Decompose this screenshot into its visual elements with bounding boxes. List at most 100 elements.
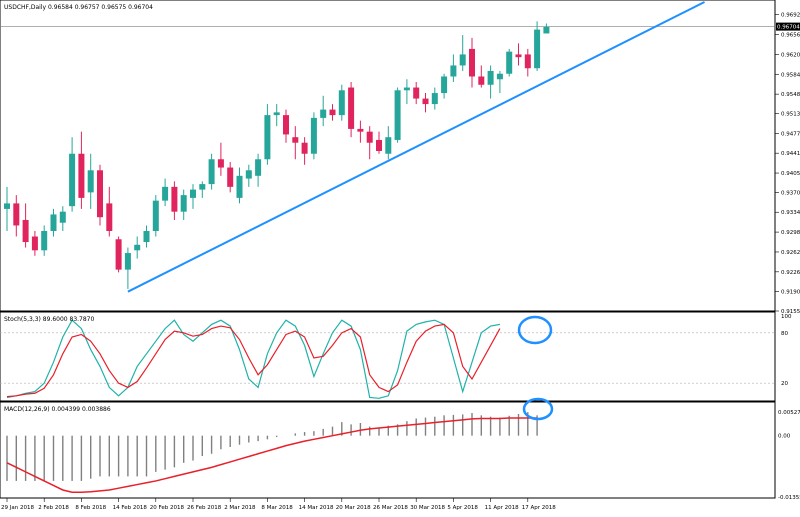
bear-candle xyxy=(357,128,364,132)
stoch-main-line xyxy=(6,319,501,399)
date-tick-label: 8 Mar 2018 xyxy=(261,505,293,511)
bear-candle xyxy=(171,186,178,212)
bull-candle xyxy=(245,170,252,179)
bull-candle xyxy=(543,26,550,34)
bear-candle xyxy=(348,87,355,129)
bull-candle xyxy=(152,200,159,231)
bull-candle xyxy=(450,65,457,77)
bear-candle xyxy=(478,76,485,85)
bear-candle xyxy=(217,159,224,168)
date-tick-label: 20 Mar 2018 xyxy=(336,505,371,511)
macd-pane[interactable] xyxy=(6,397,554,493)
stoch-tick-label: 100 xyxy=(781,314,792,320)
macd-pane-title: MACD(12,26,9) 0.004399 0.003886 xyxy=(4,406,111,413)
bull-candle xyxy=(320,109,327,118)
stoch-tick-label: 20 xyxy=(781,381,788,387)
bull-candle xyxy=(41,230,48,251)
bear-candle xyxy=(292,137,299,143)
date-tick-label: 29 Jan 2018 xyxy=(1,505,34,511)
macd-signal-line xyxy=(6,417,538,493)
date-tick-label: 26 Mar 2018 xyxy=(373,505,408,511)
bear-candle xyxy=(469,48,475,77)
date-tick-label: 2 Mar 2018 xyxy=(224,505,256,511)
bull-candle xyxy=(496,73,503,80)
price-pane[interactable] xyxy=(0,1,775,293)
bear-candle xyxy=(22,219,29,243)
bull-candle xyxy=(208,159,215,185)
stoch-pane-title: Stoch(5,3,3) 89.6000 83.7870 xyxy=(4,316,95,323)
bull-candle xyxy=(273,112,280,116)
bull-candle xyxy=(190,189,196,198)
bull-candle xyxy=(162,186,169,201)
current-price-label: 0.96704 xyxy=(777,25,800,31)
bull-candle xyxy=(255,159,262,176)
date-tick-label: 2 Feb 2018 xyxy=(38,505,69,511)
bull-candle xyxy=(431,93,438,105)
date-tick-label: 30 Mar 2018 xyxy=(410,505,445,511)
bear-candle xyxy=(78,153,85,198)
bull-candle xyxy=(143,230,150,243)
bear-candle xyxy=(283,115,289,135)
bull-candle xyxy=(236,175,243,198)
bear-candle xyxy=(227,167,234,187)
bull-candle xyxy=(506,51,513,74)
date-tick-label: 5 Apr 2018 xyxy=(447,505,478,511)
macd-tick-label: 0.005273 xyxy=(778,410,800,416)
bull-candle xyxy=(69,153,76,207)
bear-candle xyxy=(31,236,38,251)
price-pane-title: USDCHF,Daily 0.96584 0.96757 0.96575 0.9… xyxy=(4,4,153,11)
date-tick-label: 26 Feb 2018 xyxy=(187,505,222,511)
support-trendline xyxy=(127,1,705,293)
stoch-signal-line xyxy=(6,323,501,398)
bull-candle xyxy=(124,253,131,270)
macd-highlight-circle xyxy=(522,397,554,421)
bull-candle xyxy=(264,115,271,160)
bull-candle xyxy=(394,90,401,140)
date-tick-label: 14 Feb 2018 xyxy=(113,505,148,511)
bear-candle xyxy=(115,239,122,270)
bear-candle xyxy=(422,98,429,105)
date-tick-label: 8 Feb 2018 xyxy=(75,505,106,511)
bull-candle xyxy=(4,203,10,209)
bull-candle xyxy=(180,195,187,212)
bull-candle xyxy=(338,90,345,116)
stochastic-pane[interactable] xyxy=(0,315,775,399)
bear-candle xyxy=(413,87,420,99)
bear-candle xyxy=(301,142,308,154)
stoch-pane-frame xyxy=(0,311,776,402)
bull-candle xyxy=(403,87,410,91)
bull-candle xyxy=(385,137,392,154)
bull-candle xyxy=(487,70,494,85)
bear-candle xyxy=(524,54,531,69)
bear-candle xyxy=(376,139,382,151)
date-tick-label: 20 Feb 2018 xyxy=(150,505,185,511)
bear-candle xyxy=(106,203,113,231)
current-price-badge xyxy=(776,22,800,31)
bull-candle xyxy=(50,214,57,231)
date-tick-label: 17 Apr 2018 xyxy=(522,505,557,511)
date-tick-label: 14 Mar 2018 xyxy=(299,505,334,511)
bull-candle xyxy=(199,184,206,190)
stoch-tick-label: 80 xyxy=(781,331,788,337)
bull-candle xyxy=(310,117,317,154)
bull-candle xyxy=(534,29,541,69)
macd-tick-label: -0.013559 xyxy=(778,495,800,501)
bear-candle xyxy=(366,131,373,143)
bear-candle xyxy=(13,203,20,226)
bull-candle xyxy=(59,211,66,223)
